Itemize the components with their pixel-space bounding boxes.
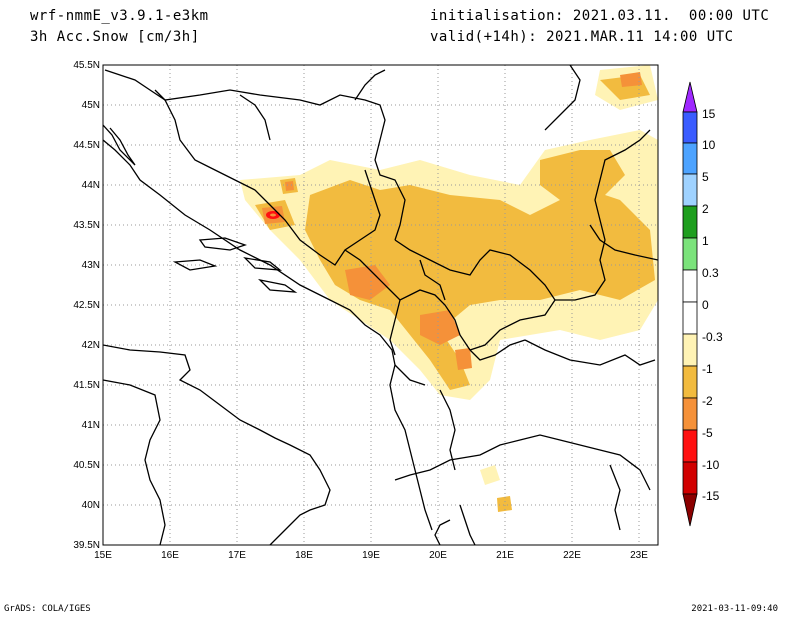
colorbar-label: -15 xyxy=(702,489,720,503)
colorbar-label: 0.3 xyxy=(702,266,719,280)
colorbar-label: 15 xyxy=(702,107,716,121)
colorbar-label: -5 xyxy=(702,426,713,440)
lon-label: 23E xyxy=(630,550,648,561)
lat-label: 45N xyxy=(81,100,100,111)
footer-credit: GrADS: COLA/IGES xyxy=(4,604,91,614)
lon-label: 16E xyxy=(161,550,179,561)
lat-label: 40N xyxy=(81,500,100,511)
lon-label: 17E xyxy=(228,550,246,561)
lat-label: 40.5N xyxy=(73,460,100,471)
lon-label: 19E xyxy=(362,550,380,561)
grid-lines xyxy=(103,65,658,545)
lat-label: 43N xyxy=(81,260,100,271)
model-title: wrf-nmmE_v3.9.1-e3km xyxy=(30,8,209,24)
valid-time: valid(+14h): 2021.MAR.11 14:00 UTC xyxy=(430,29,734,45)
colorbar-label: 0 xyxy=(702,298,709,312)
colorbar-label: 10 xyxy=(702,138,716,152)
lat-label: 41.5N xyxy=(73,380,100,391)
colorbar-label: 2 xyxy=(702,202,709,216)
colorbar-label: -10 xyxy=(702,458,720,472)
footer-timestamp: 2021-03-11-09:40 xyxy=(691,604,778,614)
lon-label: 21E xyxy=(496,550,514,561)
colorbar-label: -1 xyxy=(702,362,713,376)
colorbar-label: 1 xyxy=(702,234,709,248)
lat-label: 45.5N xyxy=(73,60,100,71)
field-title: 3h Acc.Snow [cm/3h] xyxy=(30,29,200,45)
lat-label: 42.5N xyxy=(73,300,100,311)
colorbar xyxy=(682,81,698,527)
lat-label: 44N xyxy=(81,180,100,191)
colorbar-label: 5 xyxy=(702,170,709,184)
lat-label: 39.5N xyxy=(73,540,100,551)
lon-label: 18E xyxy=(295,550,313,561)
lat-label: 41N xyxy=(81,420,100,431)
lon-label: 22E xyxy=(563,550,581,561)
lon-label: 15E xyxy=(94,550,112,561)
coastlines-borders xyxy=(103,65,658,545)
colorbar-label: -2 xyxy=(702,394,713,408)
lon-label: 20E xyxy=(429,550,447,561)
lat-label: 43.5N xyxy=(73,220,100,231)
lat-label: 44.5N xyxy=(73,140,100,151)
map-frame xyxy=(102,64,659,546)
init-time: initialisation: 2021.03.11. 00:00 UTC xyxy=(430,8,770,24)
colorbar-label: -0.3 xyxy=(702,330,723,344)
snow-field xyxy=(240,65,658,512)
lat-label: 42N xyxy=(81,340,100,351)
